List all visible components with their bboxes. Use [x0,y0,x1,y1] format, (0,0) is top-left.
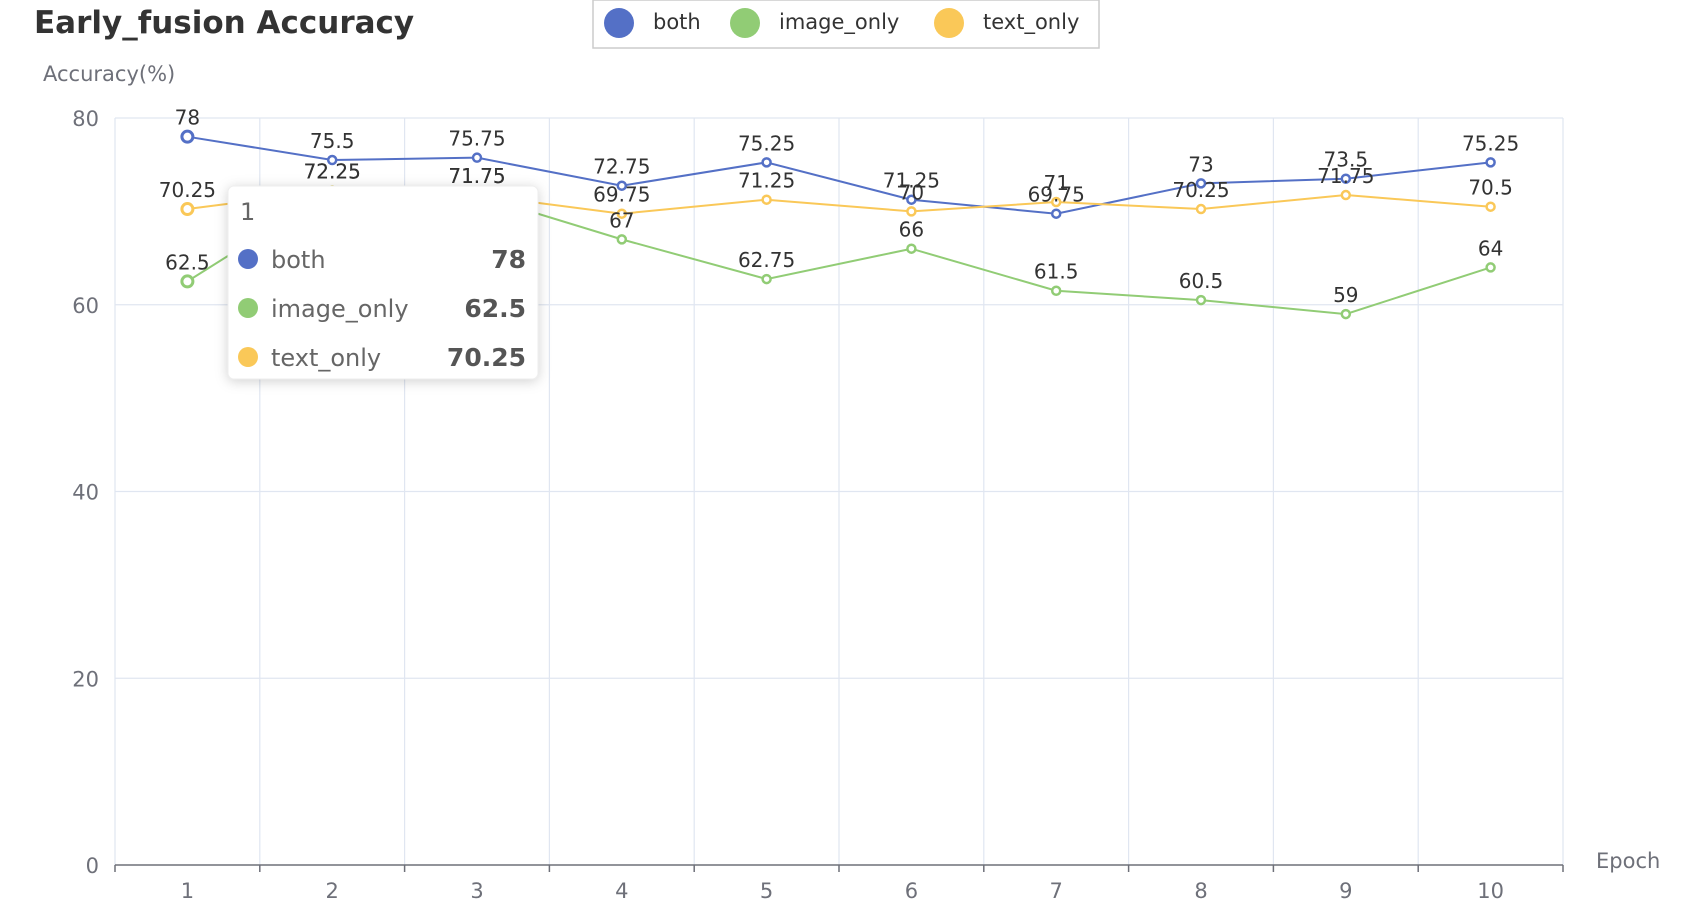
data-point-both [761,157,772,168]
data-point-both [1050,208,1062,219]
y-tick-label: 80 [72,107,99,131]
data-point-text-only [1195,203,1207,215]
data-labels: 78 75.5 75.75 72.75 75.25 71.25 69.75 73 73.5 75.… [159,106,1519,307]
data-label-text-only: 71.75 [448,164,505,188]
data-label-image-only: 61.5 [1034,260,1079,284]
data-label-image-only: 64 [1478,236,1503,260]
x-axis-label: Epoch [1596,849,1660,873]
x-tick-label: 2 [326,879,339,903]
x-tick-label: 8 [1194,879,1207,903]
data-label-image-only: 62.5 [165,250,210,274]
data-label-text-only: 70.25 [159,178,216,202]
data-label-text-only: 70 [899,180,924,204]
tooltip-marker-both [238,249,258,269]
data-point-image-only [1195,294,1207,306]
y-axis-label: Accuracy(%) [43,62,175,86]
data-point-both [471,152,483,163]
legend-label-image-only: image_only [779,10,899,35]
data-point-both [906,194,917,205]
data-label-text-only: 69.75 [593,183,650,207]
data-point-text-only [616,208,628,219]
data-point-image-only [616,234,628,245]
data-point-text-only [1485,201,1496,212]
data-label-both: 73.5 [1324,148,1369,172]
data-label-text-only: 72.25 [304,159,361,183]
tooltip-value-text-only: 70.25 [447,343,526,372]
y-tick-label: 0 [86,854,99,878]
data-label-both: 69.75 [1028,183,1085,207]
tooltip-name-image-only: image_only [271,295,409,323]
data-point-both [1485,157,1496,168]
tooltip-marker-text-only [238,347,258,367]
legend: both image_only text_only [592,0,1100,49]
x-tick-label: 3 [470,879,483,903]
x-tick-label: 7 [1050,879,1063,903]
data-label-image-only: 72.25 [304,159,361,183]
legend-box [592,0,1100,49]
x-tick-label: 5 [760,879,773,903]
legend-label-text-only: text_only [983,10,1079,35]
data-label-both: 78 [175,106,200,130]
chart-title: Early_fusion Accuracy [34,5,414,41]
series-line-both [187,135,1491,215]
data-label-both: 75.25 [1462,131,1519,155]
data-point-text-only [906,206,917,217]
y-tick-label: 60 [72,294,99,318]
x-tick-label: 6 [905,879,918,903]
data-label-text-only: 70.25 [1172,178,1229,202]
data-label-text-only: 71.25 [738,169,795,193]
data-label-both: 71.25 [883,169,940,193]
data-label-image-only: 66 [899,218,924,242]
data-point-image-only [180,274,195,289]
data-point-text-only [761,194,772,205]
legend-marker-text-only [934,8,964,38]
tooltip-name-both: both [271,246,326,274]
data-point-both [1195,178,1207,189]
tooltip-box [227,185,539,380]
tooltip-value-image-only: 62.5 [464,294,526,323]
data-point-text-only [1050,196,1062,208]
data-label-text-only: 71 [1043,171,1068,195]
data-label-image-only: 62.75 [738,248,795,272]
data-point-image-only [1485,262,1496,273]
tooltip-marker-image-only [238,298,258,318]
data-label-text-only: 70.5 [1468,176,1513,200]
data-point-both [326,154,338,166]
data-label-image-only: 59 [1333,283,1358,307]
x-tick-label: 1 [181,879,194,903]
data-point-both [616,180,628,191]
legend-marker-image-only [730,8,760,38]
x-tick-label: 4 [615,879,628,903]
y-tick-label: 20 [72,667,99,691]
tooltip-name-text-only: text_only [271,344,381,372]
data-point-both [1340,173,1352,184]
data-point-image-only [1340,308,1352,320]
y-tick-label: 40 [72,481,99,505]
x-tick-label: 9 [1339,879,1352,903]
tooltip-value-both: 78 [491,245,526,274]
data-point-image-only [1050,285,1062,296]
data-label-image-only: 60.5 [1179,269,1224,293]
data-label-both: 72.75 [593,155,650,179]
legend-label-both: both [653,10,701,34]
x-tick-label: 10 [1477,879,1504,903]
legend-marker-both [604,8,634,38]
tooltip: 1 both 78 image_only 62.5 text_only 70.25 [227,185,539,380]
data-point-text-only [1340,189,1352,201]
data-label-image-only: 71.75 [448,164,505,188]
data-point-image-only [761,273,772,285]
tooltip-category: 1 [240,198,255,226]
data-point-image-only [906,243,917,254]
data-label-both: 75.5 [310,129,355,153]
data-label-both: 75.75 [448,127,505,151]
data-label-image-only: 67 [609,208,634,232]
data-label-both: 75.25 [738,131,795,155]
data-point-both [180,129,195,144]
data-point-text-only [180,202,195,217]
data-label-text-only: 71.75 [1317,164,1374,188]
data-label-both: 73 [1188,152,1213,176]
